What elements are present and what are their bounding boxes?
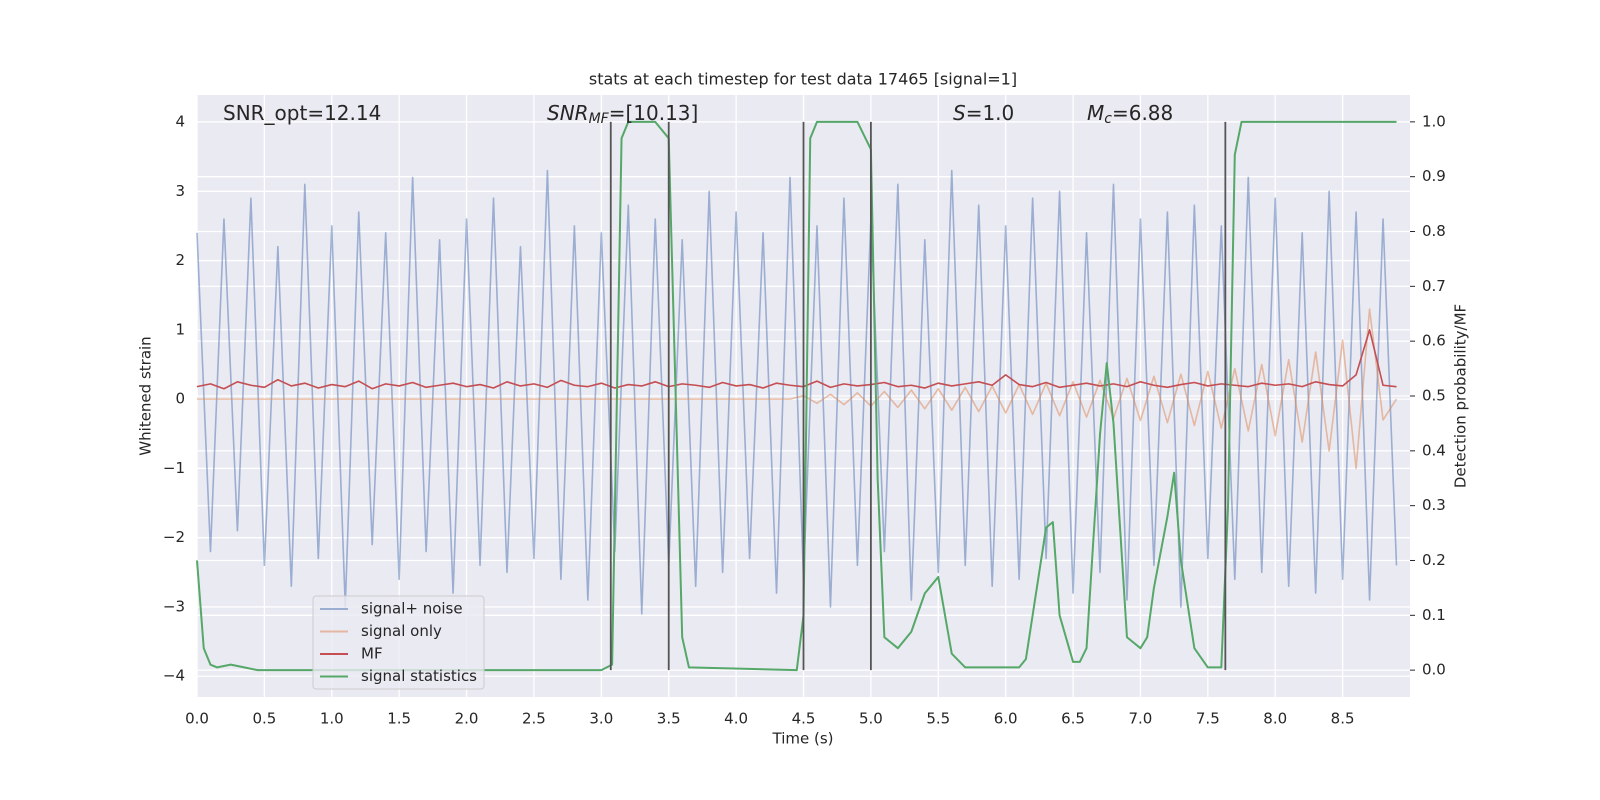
y2-tick-label: 0.1: [1422, 606, 1446, 624]
series-line: [197, 308, 1398, 470]
series-line: [196, 120, 1397, 672]
annotation-text: =[10.13]: [609, 101, 699, 125]
x-tick-label: 8.5: [1331, 710, 1355, 728]
y-tick-label: 3: [175, 182, 185, 200]
annotation-subscript: MF: [589, 111, 610, 127]
series-line: [196, 329, 1397, 390]
annotation: Mc=6.88: [1087, 101, 1173, 128]
y-tick-label: −1: [163, 459, 185, 477]
legend-label: MF: [361, 645, 383, 663]
legend-label: signal only: [361, 622, 442, 640]
x-tick-label: 6.0: [994, 710, 1018, 728]
annotation: SNR_opt=12.14: [223, 101, 381, 125]
x-tick-label: 2.5: [522, 710, 546, 728]
x-tick-label: 7.0: [1129, 710, 1153, 728]
y-tick-label: −3: [163, 597, 185, 615]
y2-tick-label: 0.5: [1422, 387, 1446, 405]
series-line: [196, 169, 1398, 615]
x-axis-label: Time (s): [772, 730, 834, 748]
y2-tick-label: 0.9: [1422, 167, 1446, 185]
annotation-text: =6.88: [1112, 101, 1173, 125]
x-tick-label: 3.0: [589, 710, 613, 728]
y-tick-label: 2: [175, 251, 185, 269]
annotation-subscript: c: [1104, 111, 1112, 127]
annotation: SNRMF=[10.13]: [547, 101, 698, 128]
annotation: S=1.0: [953, 101, 1014, 125]
y2-tick-label: 0.4: [1422, 441, 1446, 459]
x-tick-label: 0.5: [252, 710, 276, 728]
y-axis-label: Whitened strain: [137, 336, 155, 455]
x-tick-label: 8.0: [1263, 710, 1287, 728]
annotation-symbol: S: [953, 101, 966, 125]
axes: 0.0 0.5 1.0 1.5 2.0 2.5 3.0 3.5 4.0 4.5 5.0 5.5 6.0 6…: [163, 101, 1446, 728]
x-tick-label: 4.5: [792, 710, 816, 728]
chart-title: stats at each timestep for test data 174…: [589, 70, 1017, 89]
y2-tick-label: 1.0: [1422, 112, 1446, 130]
annotation-symbol: M: [1087, 101, 1104, 125]
x-tick-label: 1.5: [387, 710, 411, 728]
y2-tick-label: 0.7: [1422, 277, 1446, 295]
y-tick-label: 1: [175, 320, 185, 338]
annotation-text: =1.0: [966, 101, 1015, 125]
x-tick-label: 0.0: [185, 710, 209, 728]
x-tick-label: 7.5: [1196, 710, 1220, 728]
y2-tick-label: 0.8: [1422, 222, 1446, 240]
x-tick-label: 3.5: [657, 710, 681, 728]
annotation-text: SNR_opt=12.14: [223, 101, 381, 125]
y-tick-label: −4: [163, 667, 185, 685]
legend-label: signal statistics: [361, 667, 477, 685]
x-tick-label: 6.5: [1061, 710, 1085, 728]
y-tick-label: 0: [175, 390, 185, 408]
y-tick-label: −2: [163, 528, 185, 546]
y2-tick-label: 0.0: [1422, 661, 1446, 679]
x-tick-label: 5.5: [926, 710, 950, 728]
y2-tick-label: 0.3: [1422, 496, 1446, 514]
y-tick-label: 4: [175, 113, 185, 131]
annotation-symbol: SNR: [547, 101, 589, 125]
y2-tick-label: 0.2: [1422, 551, 1446, 569]
legend-box: [312, 595, 485, 690]
x-tick-label: 2.0: [455, 710, 479, 728]
y2-tick-label: 0.6: [1422, 332, 1446, 350]
marks: [196, 120, 1398, 672]
x-tick-label: 1.0: [320, 710, 344, 728]
legend-label: signal+ noise: [361, 600, 463, 618]
x-tick-label: 5.0: [859, 710, 883, 728]
y2-axis-label: Detection probability/MF: [1452, 304, 1470, 488]
x-tick-label: 4.0: [724, 710, 748, 728]
